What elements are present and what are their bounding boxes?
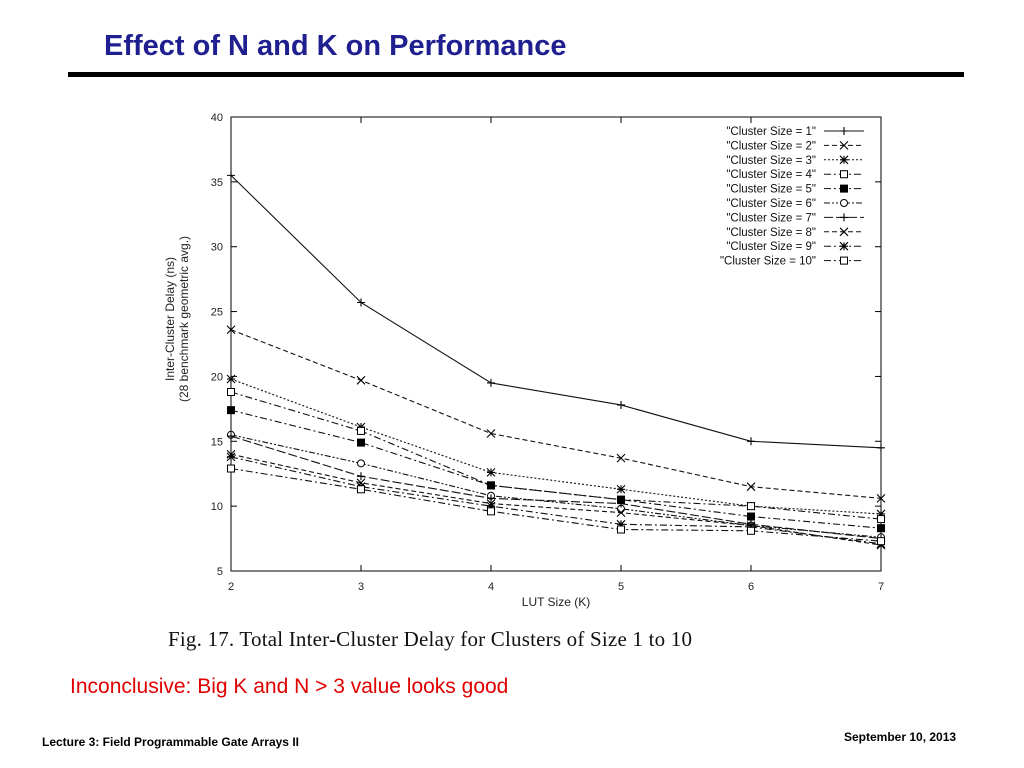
y-tick-label: 20 xyxy=(211,371,223,383)
series-2-point xyxy=(746,482,756,492)
series-2-point xyxy=(876,493,886,503)
series-5-point xyxy=(487,481,495,490)
legend-marker xyxy=(840,170,848,179)
legend-label: "Cluster Size = 7" xyxy=(726,212,816,224)
footer-lecture-title: Lecture 3: Field Programmable Gate Array… xyxy=(42,735,299,749)
series-4-point xyxy=(877,515,885,524)
title-underline xyxy=(68,72,964,77)
legend-label: "Cluster Size = 8" xyxy=(726,227,816,239)
series-4-point xyxy=(357,426,365,435)
series-4-point xyxy=(227,387,235,396)
series-2-point xyxy=(616,453,626,463)
series-10-point xyxy=(877,537,885,546)
legend-marker xyxy=(840,127,848,135)
series-line-5 xyxy=(230,409,882,529)
series-10-point xyxy=(617,525,625,534)
series-1-point xyxy=(227,171,235,180)
series-5-point xyxy=(227,406,235,415)
legend-label: "Cluster Size = 9" xyxy=(726,241,816,253)
y-tick-label: 35 xyxy=(211,177,223,189)
figure-caption: Fig. 17. Total Inter-Cluster Delay for C… xyxy=(168,627,693,651)
legend-marker xyxy=(839,141,849,150)
series-5-point xyxy=(747,512,755,521)
y-tick-label: 25 xyxy=(211,307,223,319)
legend-marker xyxy=(839,227,849,237)
y-tick-label: 30 xyxy=(211,242,223,254)
y-axis-label: Inter-Cluster Delay (ns) xyxy=(163,257,177,381)
series-7-point xyxy=(357,472,365,481)
series-5-point xyxy=(877,524,885,533)
legend-marker xyxy=(840,256,848,265)
legend-marker xyxy=(839,241,849,251)
series-9-point xyxy=(226,452,236,462)
series-3-point xyxy=(616,484,626,494)
series-line-7 xyxy=(230,435,882,540)
line-chart: 5 10 15 20 25 30 35 40 2 3 4 5 6 7 LUT Size (K) Inter-C… xyxy=(163,112,886,609)
series-line-6 xyxy=(230,434,882,538)
y-tick-label: 15 xyxy=(211,436,223,448)
y-tick-label: 40 xyxy=(211,112,223,124)
series-line-3 xyxy=(230,378,882,515)
y-tick-label: 5 xyxy=(217,566,223,578)
series-1-point xyxy=(877,443,885,452)
x-tick-label: 5 xyxy=(618,581,624,593)
legend-label: "Cluster Size = 3" xyxy=(726,155,816,167)
legend-label: "Cluster Size = 6" xyxy=(726,198,816,210)
series-3-point xyxy=(486,468,496,477)
series-2-point xyxy=(226,325,236,335)
series-7-point xyxy=(227,432,235,441)
series-1-point xyxy=(487,378,495,387)
legend-label: "Cluster Size = 5" xyxy=(726,184,816,196)
series-3-point xyxy=(876,509,886,519)
slide-title: Effect of N and K on Performance xyxy=(104,30,567,62)
x-tick-label: 3 xyxy=(358,581,364,593)
legend-marker xyxy=(840,184,848,193)
legend-marker xyxy=(840,213,848,222)
series-10-point xyxy=(227,464,235,473)
series-10-point xyxy=(357,485,365,494)
x-tick-label: 2 xyxy=(228,581,234,593)
chart-figure: 5 10 15 20 25 30 35 40 2 3 4 5 6 7 LUT Size (K) Inter-C… xyxy=(150,100,910,625)
footer-date: September 10, 2013 xyxy=(844,730,957,744)
series-5-point xyxy=(357,438,365,447)
series-line-10 xyxy=(230,467,882,542)
legend-label: "Cluster Size = 4" xyxy=(726,169,816,181)
series-line-9 xyxy=(230,456,882,545)
series-1-point xyxy=(747,437,755,446)
series-1-point xyxy=(357,298,365,307)
x-tick-label: 4 xyxy=(488,581,494,593)
legend-marker xyxy=(839,155,849,165)
legend-label: "Cluster Size = 1" xyxy=(726,126,816,138)
y-tick-label: 10 xyxy=(211,501,223,513)
series-line-1 xyxy=(230,174,882,449)
series-6-point xyxy=(357,459,365,468)
x-tick-label: 6 xyxy=(748,581,754,593)
series-line-2 xyxy=(230,329,882,499)
legend-label: "Cluster Size = 2" xyxy=(726,140,816,152)
series-10-point xyxy=(747,526,755,535)
series-4-point xyxy=(747,502,755,511)
series-2-point xyxy=(486,429,496,438)
series-9-point xyxy=(486,501,496,511)
series-7-point xyxy=(487,494,495,503)
legend-marker xyxy=(840,199,848,207)
series-line-8 xyxy=(230,453,882,546)
series-2-point xyxy=(356,375,366,385)
x-tick-label: 7 xyxy=(878,581,884,593)
series-1-point xyxy=(617,400,625,409)
y-axis-label: (28 benchmark geometric avg.) xyxy=(177,236,191,402)
series-line-4 xyxy=(230,391,882,520)
x-axis-label: LUT Size (K) xyxy=(522,595,590,609)
plot-frame xyxy=(230,116,882,572)
series-7-point xyxy=(617,499,625,508)
series-8-point xyxy=(616,508,626,518)
conclusion-note: Inconclusive: Big K and N > 3 value look… xyxy=(70,675,509,698)
legend-label: "Cluster Size = 10" xyxy=(720,256,816,268)
series-9-point xyxy=(616,519,626,529)
series-10-point xyxy=(487,507,495,516)
series-3-point xyxy=(226,374,236,384)
